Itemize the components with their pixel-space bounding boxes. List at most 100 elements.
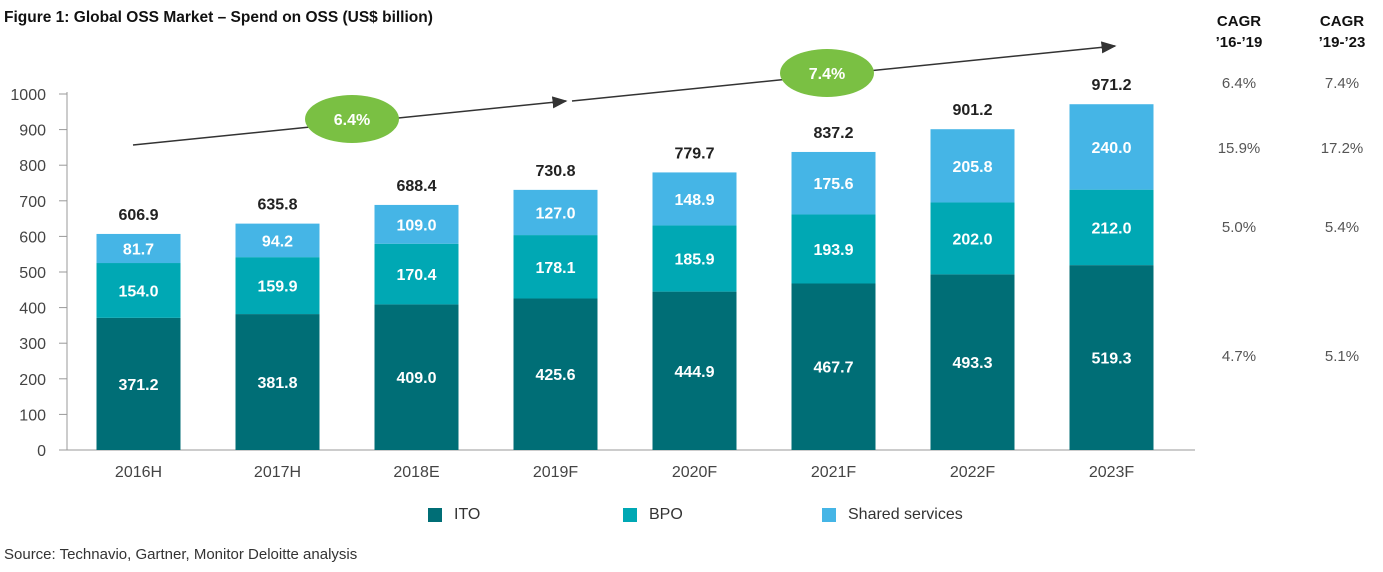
bar-segment-ito xyxy=(652,291,737,450)
cagr-oval-label-1: 6.4% xyxy=(334,112,370,129)
y-tick-label: 1000 xyxy=(10,87,46,104)
cagr-oval-1 xyxy=(305,95,399,143)
bar-segment-bpo xyxy=(235,257,320,315)
bar-segment-shared-services xyxy=(1069,104,1154,190)
bar-total-label: 779.7 xyxy=(674,145,714,162)
bar-segment-bpo xyxy=(1069,189,1154,266)
x-tick-label: 2021F xyxy=(811,464,857,481)
segment-label-ito: 519.3 xyxy=(1091,351,1131,368)
bar-total-label: 606.9 xyxy=(118,207,158,224)
legend-bpo: BPO xyxy=(623,506,683,524)
bar-total-label: 837.2 xyxy=(813,125,853,142)
segment-label-ito: 444.9 xyxy=(674,364,714,381)
x-tick-label: 2020F xyxy=(672,464,718,481)
x-tick-label: 2022F xyxy=(950,464,996,481)
segment-label-bpo: 178.1 xyxy=(535,260,575,277)
y-tick-label: 100 xyxy=(19,407,46,424)
cagr-oval-2 xyxy=(780,49,874,97)
legend-shared-services: Shared services xyxy=(822,506,963,524)
segment-label-shared-services: 109.0 xyxy=(396,217,436,234)
segment-label-bpo: 185.9 xyxy=(674,252,714,269)
bar-segment-bpo xyxy=(652,225,737,292)
segment-label-shared-services: 148.9 xyxy=(674,192,714,209)
legend-label-ito: ITO xyxy=(454,506,481,523)
bar-segment-shared-services xyxy=(374,204,459,244)
segment-label-shared-services: 94.2 xyxy=(262,233,293,250)
bar-segment-shared-services xyxy=(513,189,598,236)
cagr-header-19-23: CAGR ’19-’23 xyxy=(1302,11,1382,53)
y-tick-label: 300 xyxy=(19,336,46,353)
y-tick-label: 900 xyxy=(19,123,46,140)
segment-label-shared-services: 81.7 xyxy=(123,241,154,258)
y-tick-label: 0 xyxy=(37,443,46,460)
bar-segment-ito xyxy=(513,298,598,450)
x-tick-label: 2017H xyxy=(254,464,301,481)
y-tick-label: 600 xyxy=(19,229,46,246)
cagr-bpo-19-23: 5.4% xyxy=(1324,219,1360,236)
bar-segment-shared-services xyxy=(652,172,737,226)
segment-label-ito: 409.0 xyxy=(396,370,436,387)
bar-total-label: 730.8 xyxy=(535,163,575,180)
cagr-ito-19-23: 5.1% xyxy=(1324,348,1360,365)
bar-segment-ito xyxy=(930,274,1015,450)
cagr-header-19-23-line2: ’19-’23 xyxy=(1318,34,1366,51)
x-tick-label: 2018E xyxy=(393,464,439,481)
segment-label-bpo: 193.9 xyxy=(813,242,853,259)
cagr-header-16-19: CAGR ’16-’19 xyxy=(1199,11,1279,53)
x-tick-label: 2019F xyxy=(533,464,579,481)
y-tick-label: 400 xyxy=(19,301,46,318)
segment-label-bpo: 159.9 xyxy=(257,279,297,296)
bar-segment-ito xyxy=(1069,265,1154,450)
cagr-header-16-19-line2: ’16-’19 xyxy=(1215,34,1263,51)
y-tick-label: 800 xyxy=(19,158,46,175)
bar-segment-bpo xyxy=(930,202,1015,275)
x-tick-label: 2016H xyxy=(115,464,162,481)
legend-ito: ITO xyxy=(428,506,480,524)
bar-total-label: 971.2 xyxy=(1091,77,1131,94)
segment-label-ito: 425.6 xyxy=(535,367,575,384)
y-tick-label: 700 xyxy=(19,194,46,211)
cagr-total-16-19: 6.4% xyxy=(1221,75,1257,92)
y-tick-label: 500 xyxy=(19,265,46,282)
segment-label-ito: 381.8 xyxy=(257,375,297,392)
bar-segment-bpo xyxy=(513,235,598,299)
legend-swatch-shared-services xyxy=(822,508,836,522)
segment-label-bpo: 154.0 xyxy=(118,283,158,300)
cagr-total-19-23: 7.4% xyxy=(1324,75,1360,92)
bar-segment-shared-services xyxy=(791,151,876,215)
segment-label-bpo: 170.4 xyxy=(396,267,436,284)
bar-segment-bpo xyxy=(374,243,459,305)
chart-title: Figure 1: Global OSS Market – Spend on O… xyxy=(4,9,433,26)
segment-label-ito: 467.7 xyxy=(813,360,853,377)
legend-swatch-ito xyxy=(428,508,442,522)
y-tick-label: 200 xyxy=(19,372,46,389)
cagr-bpo-16-19: 5.0% xyxy=(1221,219,1257,236)
bar-segment-ito xyxy=(791,283,876,450)
segment-label-shared-services: 175.6 xyxy=(813,176,853,193)
bar-segment-bpo xyxy=(96,263,181,318)
segment-label-ito: 493.3 xyxy=(952,355,992,372)
bar-total-label: 688.4 xyxy=(396,178,436,195)
segment-label-shared-services: 127.0 xyxy=(535,205,575,222)
bar-segment-ito xyxy=(235,314,320,450)
source-note: Source: Technavio, Gartner, Monitor Delo… xyxy=(4,546,358,563)
cagr-shared-16-19: 15.9% xyxy=(1217,140,1261,157)
legend-swatch-bpo xyxy=(623,508,637,522)
x-tick-label: 2023F xyxy=(1089,464,1135,481)
segment-label-bpo: 212.0 xyxy=(1091,220,1131,237)
bar-segment-shared-services xyxy=(930,129,1015,203)
bar-segment-shared-services xyxy=(235,223,320,258)
bar-segment-ito xyxy=(96,317,181,450)
cagr-oval-label-2: 7.4% xyxy=(809,66,845,83)
legend-label-shared-services: Shared services xyxy=(848,506,963,523)
bar-total-label: 901.2 xyxy=(952,102,992,119)
segment-label-ito: 371.2 xyxy=(118,377,158,394)
cagr-ito-16-19: 4.7% xyxy=(1221,348,1257,365)
cagr-header-19-23-line1: CAGR xyxy=(1319,13,1365,30)
legend-label-bpo: BPO xyxy=(649,506,683,523)
segment-label-bpo: 202.0 xyxy=(952,231,992,248)
segment-label-shared-services: 240.0 xyxy=(1091,140,1131,157)
bar-total-label: 635.8 xyxy=(257,197,297,214)
bar-segment-bpo xyxy=(791,214,876,284)
